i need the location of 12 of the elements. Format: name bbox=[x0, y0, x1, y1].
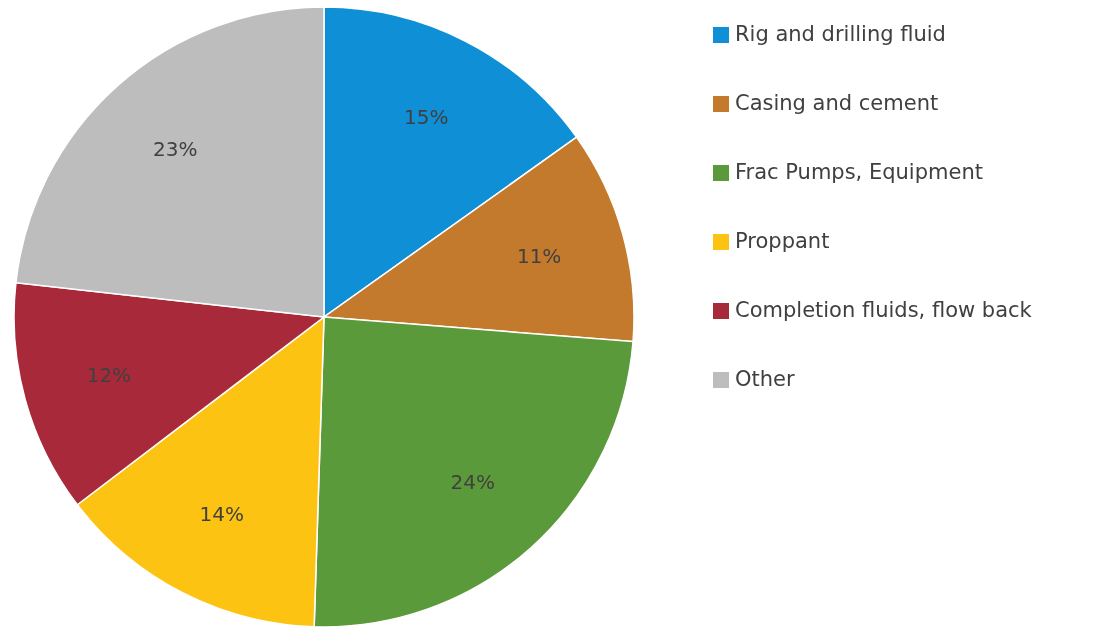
legend-label: Casing and cement bbox=[735, 91, 939, 115]
data-label: 24% bbox=[450, 469, 496, 494]
data-label: 14% bbox=[199, 501, 244, 526]
legend-label: Other bbox=[735, 367, 795, 391]
data-label: 23% bbox=[152, 137, 198, 162]
data-label: 12% bbox=[86, 362, 132, 387]
data-label: 11% bbox=[516, 244, 562, 269]
legend-label: Proppant bbox=[735, 229, 830, 253]
legend-label: Frac Pumps, Equipment bbox=[735, 160, 983, 184]
legend-label: Rig and drilling fluid bbox=[735, 22, 946, 46]
legend-label: Completion fluids, flow back bbox=[735, 298, 1033, 322]
data-label: 15% bbox=[404, 105, 449, 130]
